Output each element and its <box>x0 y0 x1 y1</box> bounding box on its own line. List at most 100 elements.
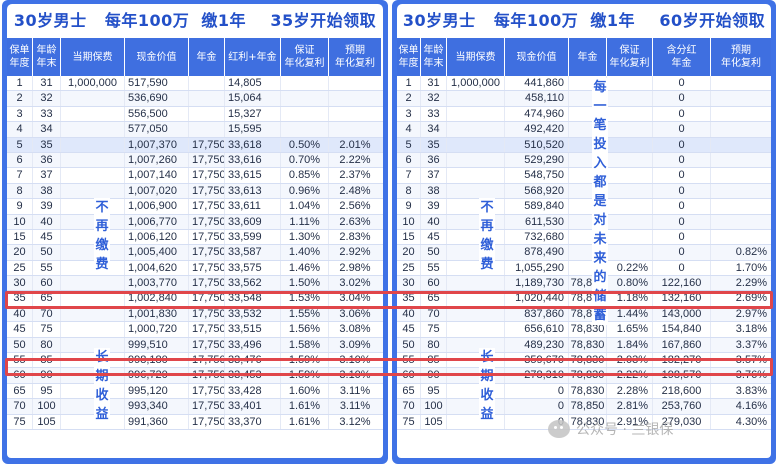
table-cell: 589,840 <box>505 199 569 214</box>
table-cell <box>607 229 653 245</box>
table-cell: 995,120 <box>125 383 189 399</box>
table-cell <box>447 245 505 260</box>
table-cell: 20 <box>7 245 33 260</box>
right-table-header: 保单 年度 年龄 年末 当期保费 现金价值 年金 保证 年化复利 含分红 年金 预期 年化复利 <box>397 38 771 76</box>
table-cell: 2.22% <box>339 153 371 166</box>
table-cell: 218,600 <box>653 383 711 399</box>
table-cell: 85 <box>33 353 61 368</box>
table-row: 35 65 1,020,440 78,830 1.18% 132,160 2.69% <box>397 291 771 307</box>
table-cell <box>447 168 505 183</box>
table-cell: 1,001,830 <box>125 306 189 322</box>
table-cell: 2.98% <box>339 261 371 274</box>
table-cell: 33,599 <box>225 229 281 245</box>
vertical-label: 不 再 缴 费 <box>479 198 495 274</box>
table-cell: 6 <box>397 152 421 168</box>
table-cell: 30 <box>397 276 421 291</box>
table-cell <box>61 414 125 429</box>
table-cell: 0.85% <box>281 168 329 183</box>
table-cell <box>189 91 225 106</box>
table-cell: 1.55% <box>281 306 329 322</box>
table-cell: 50 <box>397 337 421 353</box>
table-cell: 36 <box>421 152 447 168</box>
column-header: 年金 <box>189 38 225 76</box>
table-cell: 35 <box>7 291 33 306</box>
table-cell: 0 <box>653 183 711 199</box>
table-row: 50 80 489,230 78,830 1.84% 167,860 3.37% <box>397 337 771 354</box>
wechat-icon <box>548 420 570 438</box>
table-cell <box>607 76 653 91</box>
table-cell: 2.48% <box>339 184 371 197</box>
table-cell: 75 <box>421 322 447 337</box>
table-cell: 60 <box>421 276 447 291</box>
table-cell: 33,575 <box>225 260 281 276</box>
column-header: 保证 年化复利 <box>607 38 653 76</box>
table-cell <box>61 122 125 137</box>
left-table: 保单 年度 年龄 年末 当期保费 现金价值 年金 红利+年金 保证 年化复利 预期 年化复利 1… <box>7 38 383 458</box>
table-cell: 0 <box>653 122 711 137</box>
table-cell: 1.65% <box>607 322 653 337</box>
table-cell: 3.06% <box>339 307 371 320</box>
table-row: 30 60 1,003,770 17,750 33,562 1.50% 3.02% <box>7 276 383 292</box>
table-cell: 1.61% <box>281 399 329 414</box>
table-cell: 3.37% <box>735 338 767 351</box>
table-cell: 0 <box>653 199 711 214</box>
table-cell: 568,920 <box>505 183 569 199</box>
table-row: 9 39 1,006,900 17,750 33,611 1.04% 2.56% <box>7 199 383 215</box>
table-cell: 517,590 <box>125 76 189 91</box>
table-cell: 35 <box>33 137 61 152</box>
table-cell: 999,510 <box>125 337 189 353</box>
table-cell: 70 <box>421 306 447 322</box>
table-cell: 95 <box>33 383 61 399</box>
table-cell <box>61 306 125 322</box>
table-row: 15 45 1,006,120 17,750 33,599 1.30% 2.83% <box>7 229 383 246</box>
table-cell: 991,360 <box>125 414 189 429</box>
table-cell: 37 <box>421 168 447 183</box>
table-row: 1 31 1,000,000 517,590 14,805 <box>7 76 383 92</box>
table-cell: 1,006,120 <box>125 229 189 245</box>
table-cell: 529,290 <box>505 152 569 168</box>
table-cell <box>447 414 505 429</box>
table-cell <box>61 337 125 353</box>
table-cell: 3.83% <box>735 384 767 397</box>
table-cell: 33,496 <box>225 337 281 353</box>
table-cell: 1,007,370 <box>125 137 189 152</box>
table-cell: 3.11% <box>339 384 371 397</box>
table-cell: 17,750 <box>189 322 225 337</box>
left-table-header: 保单 年度 年龄 年末 当期保费 现金价值 年金 红利+年金 保证 年化复利 预期 年化复利 <box>7 38 383 76</box>
table-cell: 15,595 <box>225 122 281 137</box>
table-cell: 60 <box>33 276 61 291</box>
table-cell: 1.30% <box>281 229 329 245</box>
table-cell: 3.09% <box>339 338 371 351</box>
table-row: 1 31 1,000,000 441,860 0 <box>397 76 771 92</box>
column-header: 当期保费 <box>61 38 125 76</box>
column-header: 红利+年金 <box>225 38 281 76</box>
left-table-title: 30岁男士 每年100万 缴1年 35岁开始领取 <box>7 4 383 38</box>
table-cell: 1,000,720 <box>125 322 189 337</box>
table-cell <box>711 91 771 105</box>
table-cell: 2.56% <box>339 200 371 213</box>
table-cell: 17,750 <box>189 260 225 276</box>
table-row: 40 70 837,860 78,830 1.44% 143,000 2.97% <box>397 306 771 323</box>
table-cell <box>447 399 505 414</box>
table-cell: 100 <box>421 399 447 414</box>
table-cell <box>447 183 505 199</box>
table-cell <box>61 260 125 276</box>
table-cell: 70 <box>397 399 421 414</box>
table-cell: 3.08% <box>339 323 371 336</box>
table-cell: 8 <box>397 183 421 199</box>
table-cell <box>447 383 505 399</box>
table-cell: 0 <box>653 168 711 183</box>
table-cell <box>329 91 381 105</box>
table-cell: 154,840 <box>653 322 711 337</box>
table-cell: 15 <box>397 229 421 245</box>
table-cell <box>61 353 125 368</box>
table-cell: 78,850 <box>569 399 607 414</box>
table-cell: 38 <box>421 183 447 199</box>
table-cell: 37 <box>33 168 61 183</box>
table-row: 5 35 1,007,370 17,750 33,618 0.50% 2.01% <box>7 137 383 153</box>
table-row: 55 85 998,180 17,750 33,476 1.59% 3.10% <box>7 353 383 369</box>
table-cell <box>329 107 381 121</box>
table-cell: 33,587 <box>225 245 281 260</box>
table-cell <box>281 122 329 137</box>
table-cell: 36 <box>33 152 61 168</box>
